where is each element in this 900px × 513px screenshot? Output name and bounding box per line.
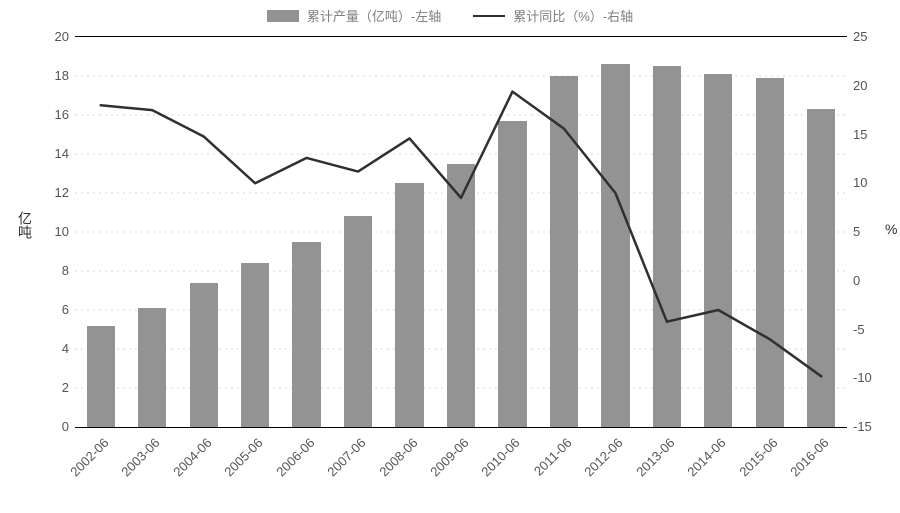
y-right-tick: 20 bbox=[853, 78, 885, 93]
x-tick: 2009-06 bbox=[427, 435, 471, 479]
y-left-tick: 14 bbox=[41, 146, 69, 161]
x-tick: 2005-06 bbox=[221, 435, 265, 479]
y-left-tick: 16 bbox=[41, 107, 69, 122]
x-tick: 2004-06 bbox=[170, 435, 214, 479]
x-tick: 2007-06 bbox=[324, 435, 368, 479]
x-tick: 2008-06 bbox=[376, 435, 420, 479]
x-tick: 2003-06 bbox=[118, 435, 162, 479]
y-left-tick: 20 bbox=[41, 29, 69, 44]
y-right-tick: 25 bbox=[853, 29, 885, 44]
y-left-tick: 12 bbox=[41, 185, 69, 200]
legend-line-swatch bbox=[473, 15, 505, 17]
y-right-tick: 5 bbox=[853, 224, 885, 239]
x-tick: 2015-06 bbox=[736, 435, 780, 479]
legend-bar-label: 累计产量（亿吨）-左轴 bbox=[307, 6, 441, 25]
y-left-tick: 18 bbox=[41, 68, 69, 83]
y-left-tick: 2 bbox=[41, 380, 69, 395]
x-tick: 2014-06 bbox=[685, 435, 729, 479]
y-right-tick: -5 bbox=[853, 322, 885, 337]
y-left-axis-label: 亿吨 bbox=[15, 211, 35, 239]
legend-bar-swatch bbox=[267, 10, 299, 22]
x-tick: 2010-06 bbox=[479, 435, 523, 479]
legend-line-label: 累计同比（%）-右轴 bbox=[513, 6, 633, 25]
line-layer bbox=[75, 37, 847, 427]
legend: 累计产量（亿吨）-左轴 累计同比（%）-右轴 bbox=[0, 6, 900, 25]
y-left-tick: 8 bbox=[41, 263, 69, 278]
y-right-axis-label: % bbox=[885, 221, 897, 237]
y-left-tick: 0 bbox=[41, 419, 69, 434]
legend-item-bar: 累计产量（亿吨）-左轴 bbox=[267, 6, 441, 25]
x-tick: 2011-06 bbox=[531, 435, 575, 479]
x-tick: 2013-06 bbox=[633, 435, 677, 479]
y-left-tick: 6 bbox=[41, 302, 69, 317]
line-path bbox=[101, 92, 822, 377]
chart-root: 累计产量（亿吨）-左轴 累计同比（%）-右轴 亿吨 % 024681012141… bbox=[0, 0, 900, 513]
y-right-tick: 10 bbox=[853, 175, 885, 190]
plot-area: 02468101214161820-15-10-505101520252002-… bbox=[75, 36, 847, 428]
y-right-tick: -10 bbox=[853, 370, 885, 385]
legend-item-line: 累计同比（%）-右轴 bbox=[473, 6, 633, 25]
y-right-tick: 0 bbox=[853, 273, 885, 288]
y-left-tick: 10 bbox=[41, 224, 69, 239]
x-tick: 2006-06 bbox=[273, 435, 317, 479]
y-right-tick: 15 bbox=[853, 127, 885, 142]
x-tick: 2012-06 bbox=[582, 435, 626, 479]
x-tick: 2016-06 bbox=[788, 435, 832, 479]
y-right-tick: -15 bbox=[853, 419, 885, 434]
x-tick: 2002-06 bbox=[67, 435, 111, 479]
y-left-tick: 4 bbox=[41, 341, 69, 356]
